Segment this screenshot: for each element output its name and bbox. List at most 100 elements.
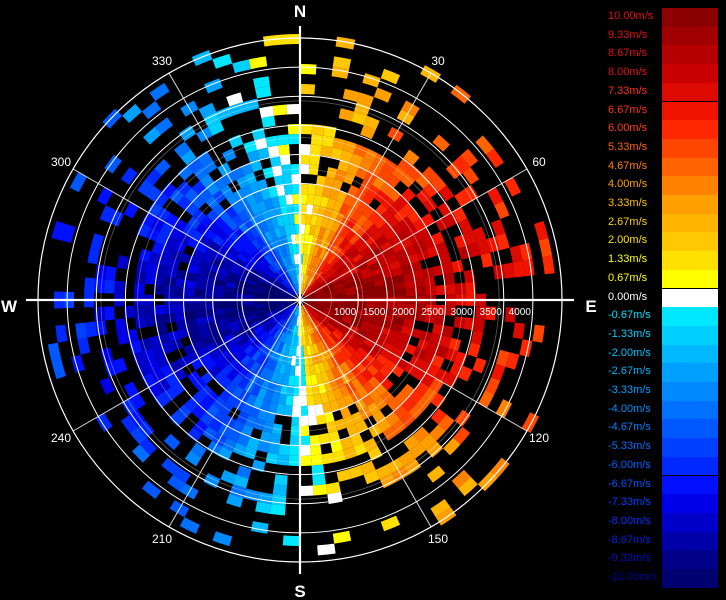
colorbar-label: 2.67m/s [608,215,648,228]
velocity-cell [246,279,258,286]
velocity-cell [278,331,286,342]
velocity-cell [372,273,384,282]
velocity-cell [368,262,380,272]
velocity-cell [326,322,337,331]
colorbar-entry: -1.33m/s [604,325,720,345]
velocity-cell [283,267,290,277]
velocity-cell [343,311,355,318]
velocity-cell [290,254,295,265]
azimuth-label: 60 [532,155,546,169]
velocity-cell [343,194,355,207]
velocity-cell [305,301,316,304]
velocity-cell [413,240,427,253]
velocity-cell [325,302,336,307]
velocity-cell [186,157,203,173]
velocity-cell [263,198,274,210]
velocity-cell [290,286,297,296]
colorbar-swatch [662,400,718,420]
velocity-cell [312,474,326,486]
velocity-cell [359,157,374,172]
colorbar-entry: 6.00m/s [604,120,720,139]
velocity-cell [312,284,322,292]
velocity-cell [109,209,124,227]
velocity-cell [364,281,375,289]
velocity-cell [216,318,228,327]
velocity-cell [424,276,436,287]
velocity-cell [313,287,324,293]
velocity-cell [300,184,309,195]
velocity-cell [404,343,417,356]
velocity-cell [330,440,343,453]
velocity-cell [330,221,341,233]
velocity-cell [265,288,276,294]
velocity-cell [310,374,318,386]
velocity-cell [225,381,238,394]
velocity-cell [234,257,246,267]
velocity-cell [412,269,425,280]
velocity-cell [259,430,272,443]
velocity-cell [284,364,291,376]
velocity-cell [260,274,271,282]
azimuth-spoke [299,168,528,301]
velocity-cell [430,499,451,518]
velocity-cell [256,311,267,318]
velocity-cell [354,102,371,116]
velocity-cell [232,442,247,456]
velocity-cell [143,126,162,145]
colorbar-label: -1.33m/s [608,327,651,340]
velocity-cell [177,328,190,339]
velocity-cell [441,325,454,338]
velocity-cell [334,418,347,431]
velocity-cell [274,303,285,308]
velocity-cell [233,474,249,489]
velocity-cell [300,445,311,456]
velocity-cell [424,313,436,324]
velocity-cell [261,333,271,343]
velocity-cell [237,336,248,347]
velocity-cell [183,343,196,356]
velocity-cell [61,224,76,243]
velocity-cell [226,218,239,231]
velocity-cell [237,317,249,325]
colorbar-swatch [662,176,718,195]
velocity-cell [283,279,291,288]
velocity-cell [123,381,139,398]
velocity-cell [292,325,297,336]
velocity-cell [310,134,324,146]
velocity-cell [191,50,213,67]
velocity-cell [255,285,266,292]
velocity-cell [362,381,375,394]
velocity-cell [512,322,525,340]
velocity-cell [262,167,274,179]
velocity-cell [277,342,285,353]
velocity-cell [276,287,287,293]
velocity-cell [251,323,262,332]
velocity-cell [302,305,308,315]
velocity-cell [332,342,343,354]
velocity-cell [195,274,207,284]
velocity-cell [319,238,327,249]
azimuth-label: 330 [152,54,172,68]
velocity-cell [264,296,275,300]
velocity-cell [248,334,259,345]
velocity-cell [283,323,290,333]
velocity-cell [353,442,368,456]
velocity-cell [373,313,385,321]
velocity-cell [532,324,545,343]
velocity-cell [320,314,330,323]
velocity-cell [326,167,338,179]
colorbar-label: 4.67m/s [608,159,648,172]
velocity-cell [432,264,444,277]
velocity-cell [336,265,347,275]
velocity-cell [293,385,300,397]
velocity-cell [305,296,316,299]
velocity-cell [268,401,278,414]
velocity-cell [435,304,446,316]
velocity-cell [413,347,427,360]
velocity-cell [348,267,360,276]
velocity-cell [435,241,449,255]
velocity-cell [105,266,117,281]
velocity-cell [250,203,261,216]
velocity-cell [236,238,248,250]
velocity-cell [409,442,426,459]
